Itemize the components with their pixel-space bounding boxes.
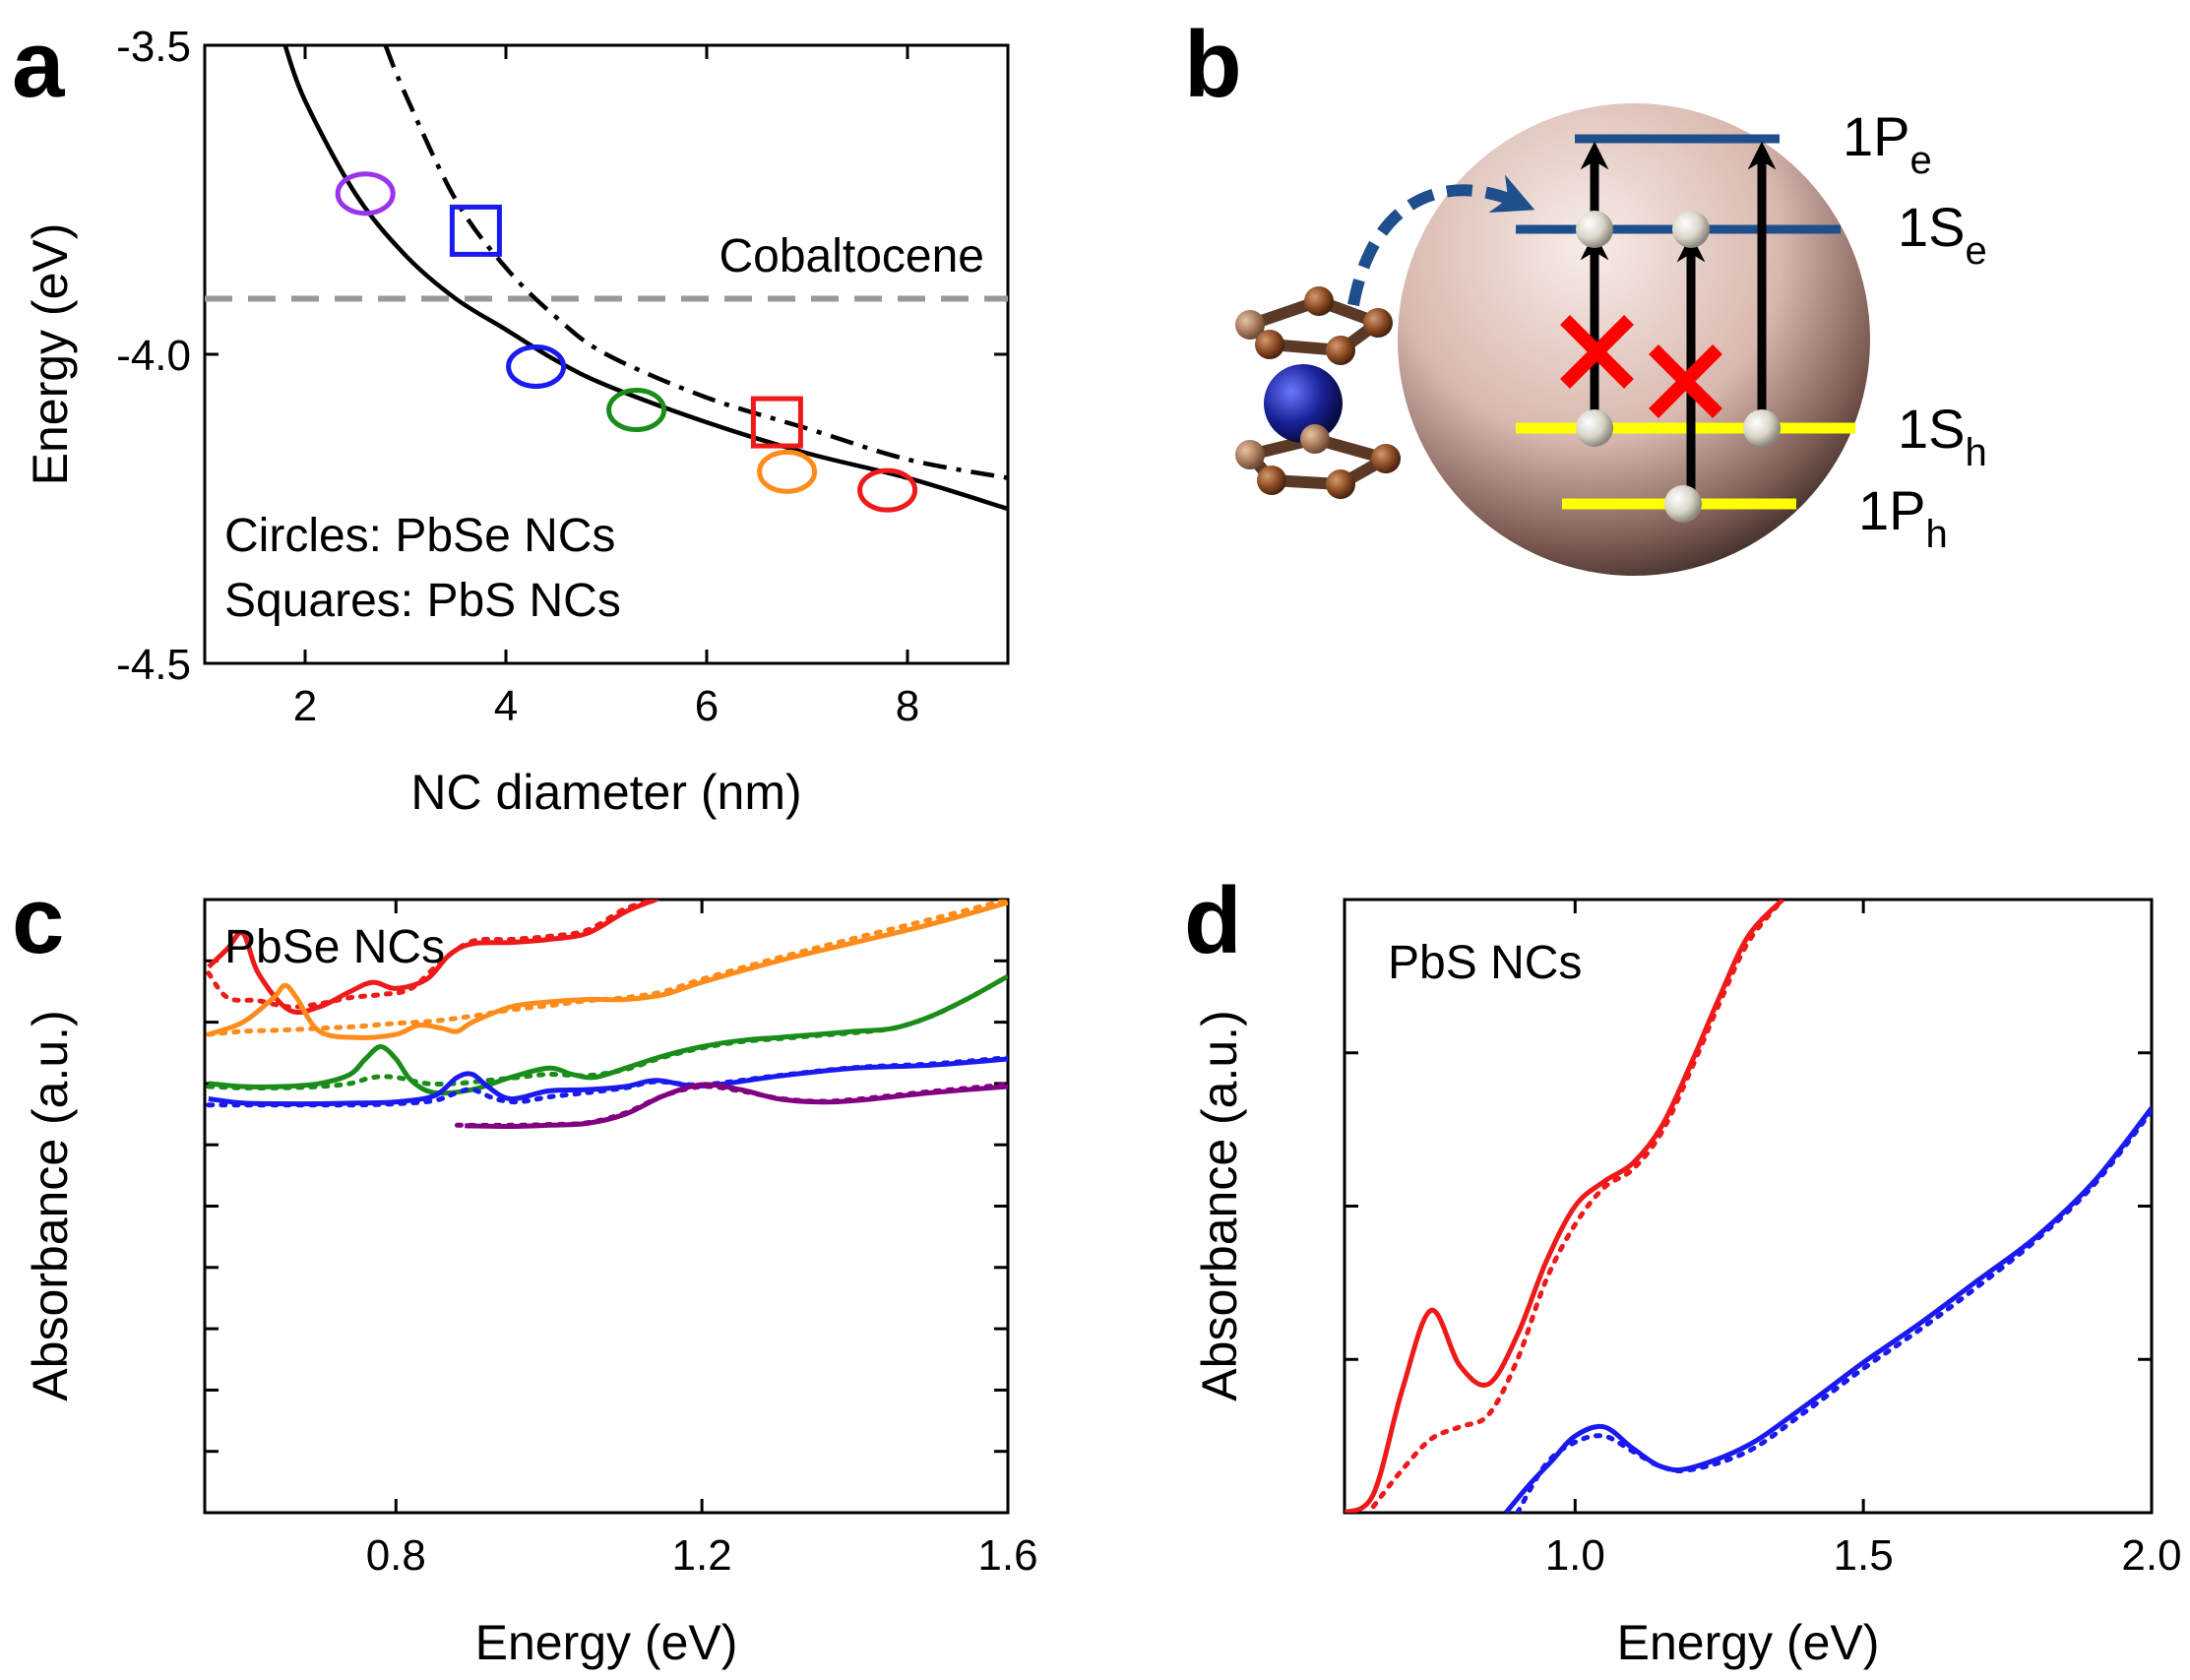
y-tick-label: -4.5	[116, 641, 191, 689]
panel-d-ylabel: Absorbance (a.u.)	[1192, 1010, 1247, 1400]
panel-a-chart: 2 4 6 8 -3.5 -4.0 -4.5 Cobaltocene Circles: Pb…	[23, 23, 1010, 820]
measured-spectrum-solid	[208, 1056, 1008, 1107]
x-tick-label: 1.0	[1545, 1531, 1605, 1580]
nanocrystal-sphere	[1398, 103, 1870, 576]
label-1sh: 1Sh	[1898, 398, 1987, 474]
panel-c-frame	[203, 898, 1010, 1515]
pbs-fit-curve	[383, 44, 1009, 480]
carbon-atom	[1363, 308, 1393, 338]
blocked-transition-marks	[1560, 315, 1722, 418]
panel-d-chart: 1.0 1.5 2.0 PbS NCs Energy (eV) Absorbance…	[1192, 898, 2182, 1670]
squares-annotation: Squares: PbS NCs	[224, 575, 621, 627]
calculated-spectrum-dotted	[206, 973, 1008, 1090]
carbon-atom	[1235, 310, 1265, 340]
x-tick-label: 0.8	[366, 1531, 426, 1580]
carbon-atom	[1255, 330, 1284, 359]
pbse-circle-marker	[857, 467, 918, 513]
panel-d-axes: 1.0 1.5 2.0	[1345, 900, 2182, 1580]
panel-c-annotation: PbSe NCs	[224, 921, 445, 973]
panel-b-diagram: 1Pe 1Se 1Sh 1Ph	[1235, 103, 1987, 576]
measured-spectrum-solid	[1345, 900, 1784, 1513]
pbs-square-marker	[449, 204, 502, 257]
pbse-fit-curve	[282, 44, 1009, 512]
panel-label-b: b	[1184, 12, 1242, 117]
electron	[1576, 211, 1613, 248]
measured-spectrum-solid	[208, 973, 1008, 1096]
panel-a-markers	[335, 171, 918, 513]
cobaltocene-molecule	[1235, 286, 1402, 499]
x-tick-label: 1.5	[1834, 1531, 1894, 1580]
carbon-atom	[1371, 444, 1401, 473]
panel-c-ylabel: Absorbance (a.u.)	[23, 1010, 78, 1400]
circles-annotation: Circles: PbSe NCs	[224, 510, 615, 562]
y-tick-label: -3.5	[116, 23, 191, 71]
carbon-atom	[1235, 440, 1265, 469]
carbon-atom	[1326, 469, 1355, 499]
pbse-circle-marker	[606, 388, 667, 433]
pbse-circle-marker	[335, 171, 396, 217]
carbon-atom	[1300, 424, 1330, 454]
x-tick-label: 2.0	[2121, 1531, 2181, 1580]
electron-transfer-arrow	[1347, 174, 1535, 307]
panel-d-spectra	[1345, 900, 2152, 1513]
measured-spectrum-solid	[1504, 1106, 2152, 1513]
carbon-atom	[1326, 336, 1355, 365]
calculated-spectrum-dotted	[1515, 1108, 2152, 1513]
panel-c-chart: 0.8 1.2 1.6 PbSe NCs Energy (eV) Absorbanc…	[23, 898, 1038, 1670]
pbse-circle-marker	[757, 449, 818, 494]
x-tick-label: 8	[896, 682, 919, 730]
panel-c-spectra	[206, 900, 1008, 1130]
hole	[1664, 485, 1702, 523]
cobalt-atom	[1264, 364, 1343, 443]
measured-spectrum-solid	[208, 900, 1008, 1040]
electron	[1672, 211, 1710, 248]
carbon-atom	[1304, 286, 1334, 316]
x-tick-label: 2	[293, 682, 317, 730]
panel-a-xlabel: NC diameter (nm)	[410, 765, 801, 820]
panel-c-xlabel: Energy (eV)	[475, 1615, 738, 1670]
label-1ph: 1Ph	[1858, 479, 1948, 556]
measured-spectrum-solid	[207, 900, 657, 1015]
pbse-circle-marker	[506, 344, 567, 390]
x-tick-label: 4	[494, 682, 518, 730]
panel-label-d: d	[1184, 868, 1242, 973]
carbon-atom	[1257, 466, 1286, 495]
panel-d-annotation: PbS NCs	[1388, 937, 1582, 989]
transition-arrows	[1580, 141, 1777, 492]
panel-label-c: c	[12, 868, 64, 973]
panel-d-frame	[1343, 898, 2154, 1515]
panel-label-a: a	[12, 12, 65, 117]
x-tick-label: 6	[695, 682, 719, 730]
label-1se: 1Se	[1898, 196, 1987, 273]
panel-c-axes: 0.8 1.2 1.6	[205, 900, 1038, 1580]
x-tick-label: 1.6	[977, 1531, 1037, 1580]
pbs-square-marker	[750, 396, 803, 449]
y-tick-label: -4.0	[116, 332, 191, 380]
panel-a-ylabel: Energy (eV)	[23, 223, 78, 486]
panel-a-fit-curves	[282, 44, 1009, 512]
panel-d-xlabel: Energy (eV)	[1617, 1615, 1880, 1670]
hole	[1743, 409, 1781, 447]
panel-a-axes: 2 4 6 8 -3.5 -4.0 -4.5	[116, 23, 1008, 730]
x-tick-label: 1.2	[672, 1531, 732, 1580]
label-1pe: 1Pe	[1843, 105, 1932, 182]
measured-spectrum-solid	[465, 1082, 1008, 1130]
cobaltocene-label: Cobaltocene	[719, 230, 984, 282]
hole	[1576, 409, 1613, 447]
calculated-spectrum-dotted	[206, 900, 1008, 1037]
